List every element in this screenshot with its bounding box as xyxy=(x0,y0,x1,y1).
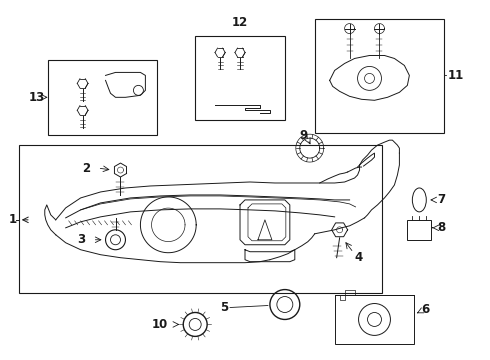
Text: 7: 7 xyxy=(437,193,445,206)
Text: 5: 5 xyxy=(220,301,228,314)
Bar xyxy=(48,60,157,135)
Bar xyxy=(407,220,431,240)
Text: 8: 8 xyxy=(437,221,445,234)
Text: 3: 3 xyxy=(77,233,86,246)
Bar xyxy=(19,145,383,293)
Bar xyxy=(195,36,285,120)
Text: 1: 1 xyxy=(9,213,17,226)
Text: 4: 4 xyxy=(355,251,363,264)
Text: 6: 6 xyxy=(421,303,430,316)
Bar xyxy=(335,294,415,345)
Text: 12: 12 xyxy=(232,16,248,29)
Text: 10: 10 xyxy=(152,318,168,331)
Text: 11: 11 xyxy=(447,69,464,82)
Text: 9: 9 xyxy=(300,129,308,142)
Text: 13: 13 xyxy=(28,91,45,104)
Text: 2: 2 xyxy=(82,162,91,175)
Bar xyxy=(315,19,444,133)
